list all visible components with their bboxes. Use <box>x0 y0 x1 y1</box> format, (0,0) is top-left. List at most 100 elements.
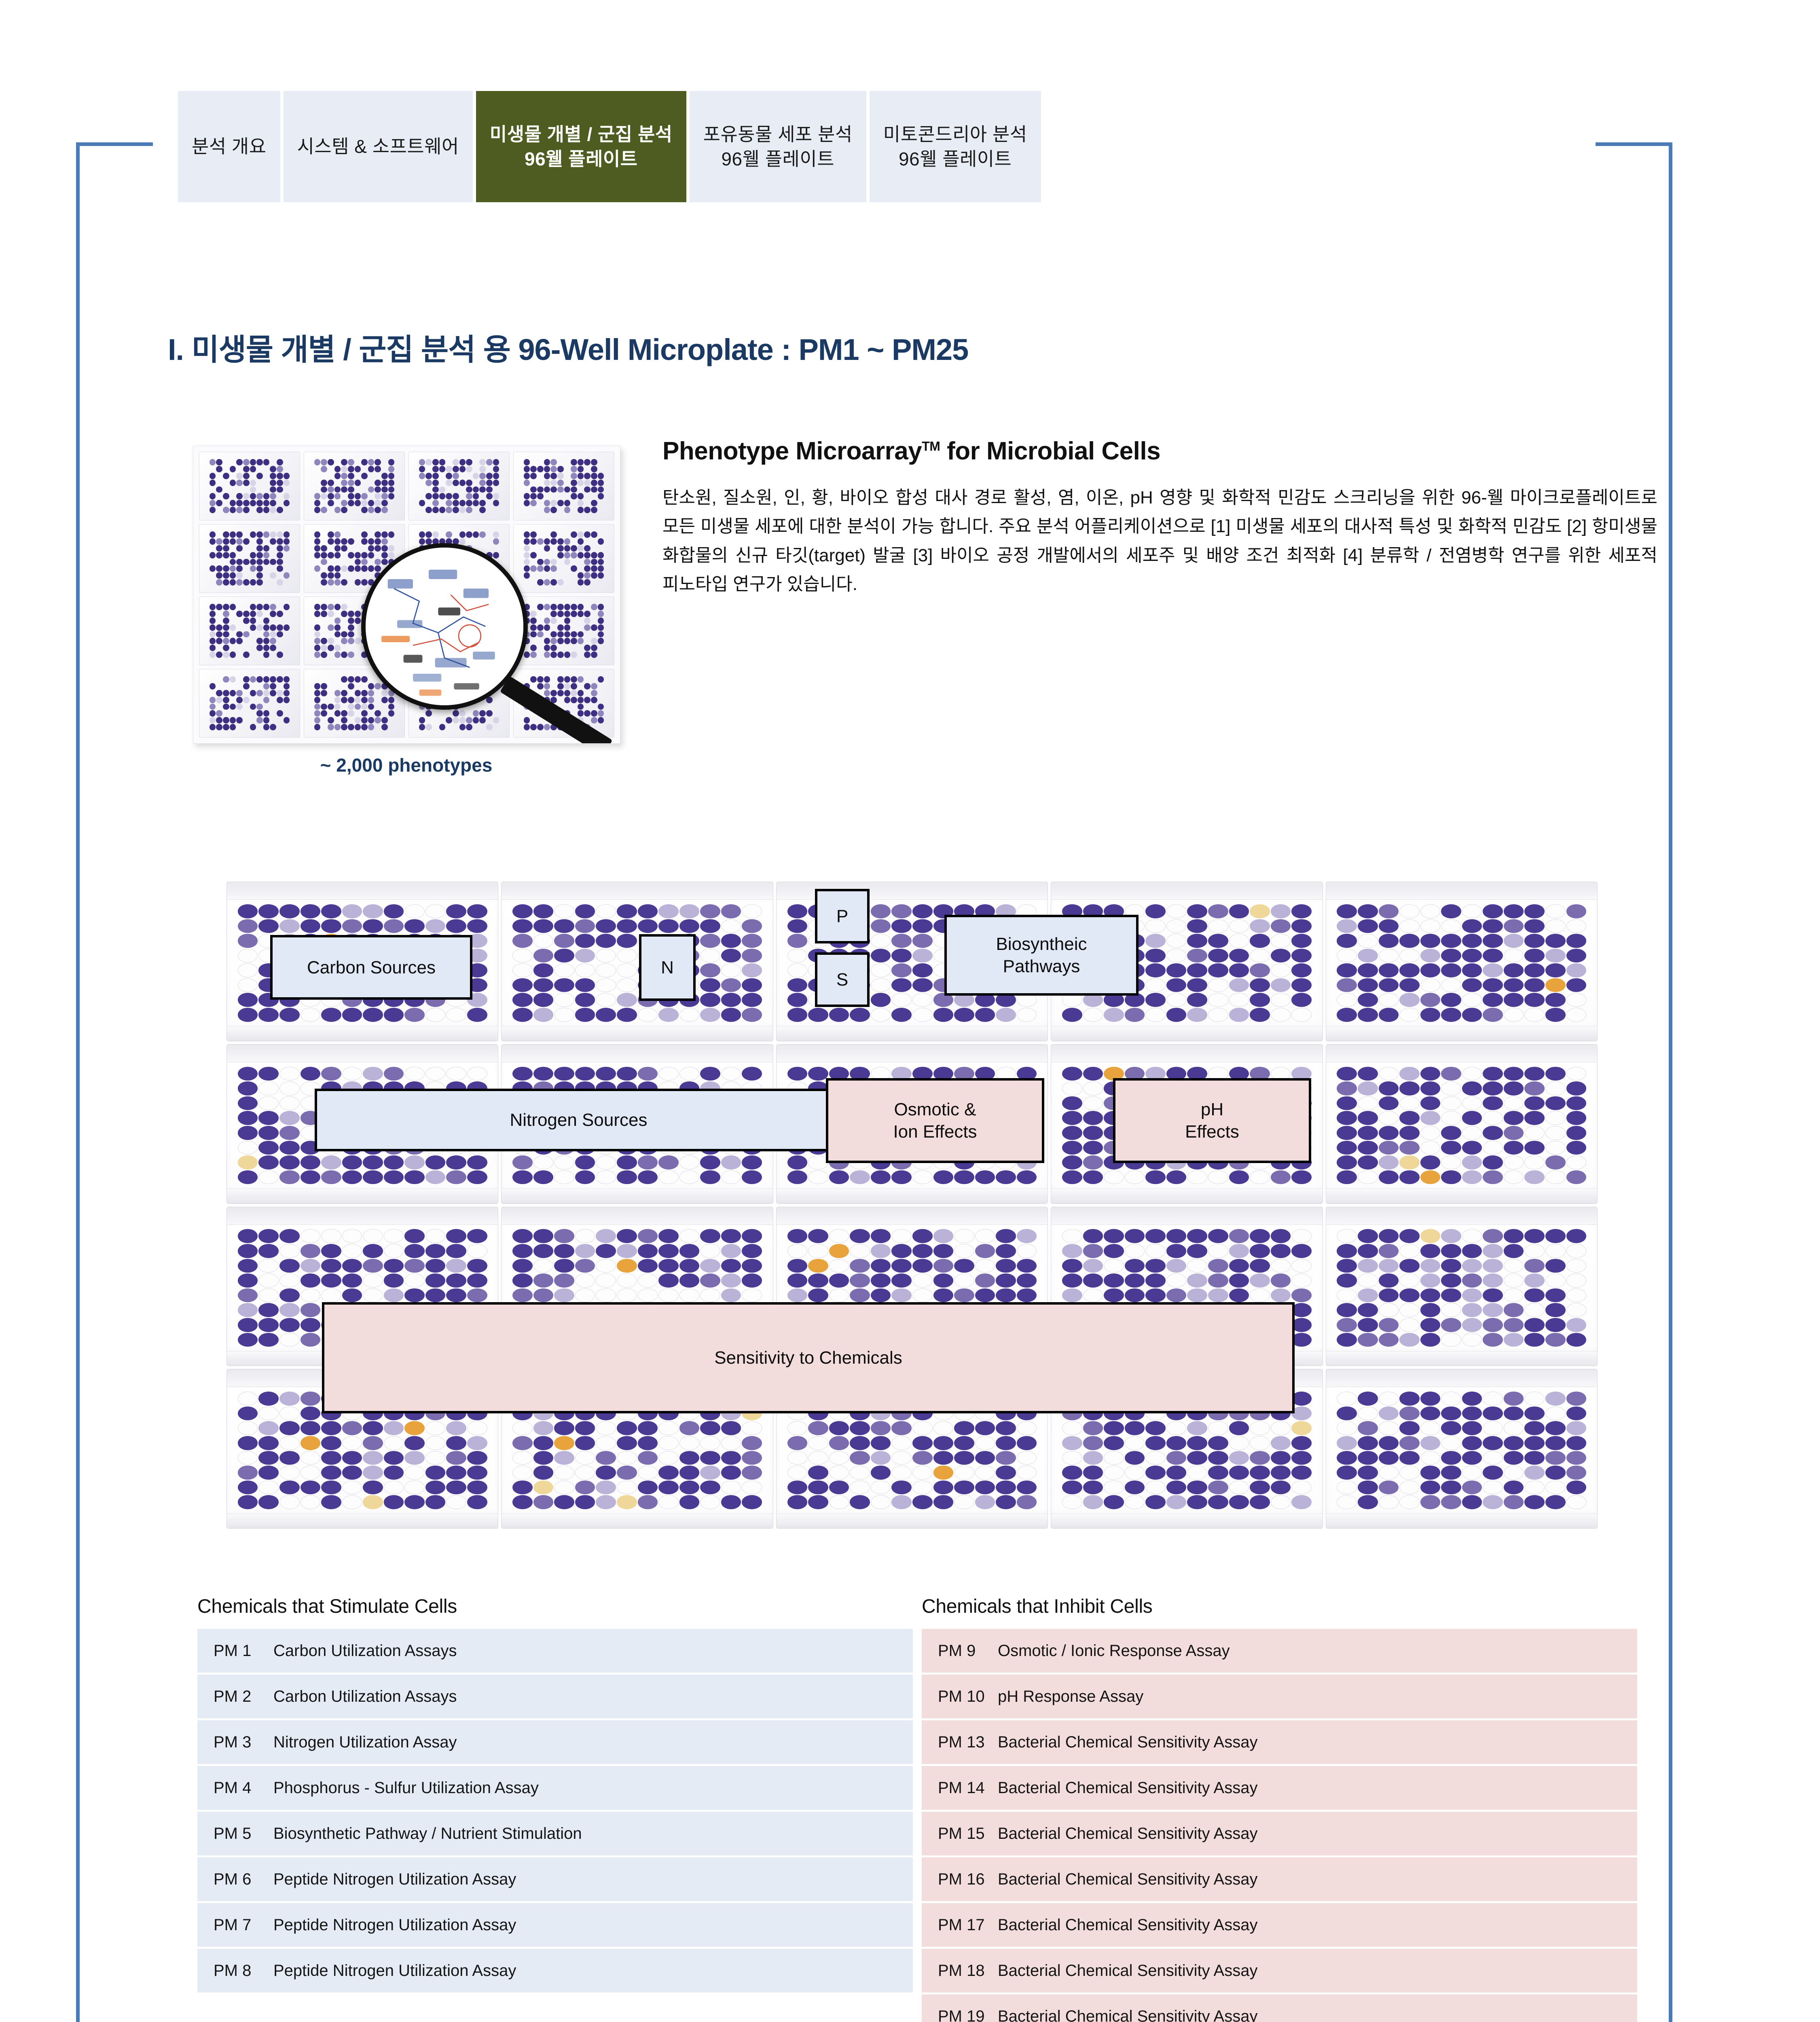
well <box>700 1008 720 1022</box>
well <box>486 493 493 500</box>
well <box>1441 1081 1461 1096</box>
well <box>550 610 557 617</box>
table-row: PM 17 Bacterial Chemical Sensitivity Assa… <box>922 1903 1637 1947</box>
well <box>236 545 243 552</box>
well <box>550 565 557 572</box>
well <box>258 1495 279 1509</box>
callout-carbon-sources: Carbon Sources <box>270 935 472 1000</box>
well <box>1291 1392 1312 1406</box>
well <box>348 604 354 610</box>
well <box>314 618 321 624</box>
well <box>321 638 328 645</box>
well <box>530 645 537 651</box>
well <box>577 638 584 645</box>
callout-label: pH Effects <box>1185 1098 1239 1143</box>
well <box>1166 993 1187 1007</box>
well <box>1337 1288 1357 1303</box>
well <box>533 1288 554 1303</box>
tab-system-software[interactable]: 시스템 & 소프트웨어 <box>283 91 473 202</box>
well <box>1503 919 1524 933</box>
tab-microbial-cell-analysis[interactable]: 미생물 개별 / 군집 분석 96웰 플레이트 <box>476 91 686 202</box>
well <box>996 1258 1016 1273</box>
well <box>721 1258 741 1273</box>
tab-mammalian-cell-analysis[interactable]: 포유동물 세포 분석 96웰 플레이트 <box>689 91 866 202</box>
well <box>1420 1229 1441 1244</box>
well <box>575 1421 595 1435</box>
well <box>472 486 479 493</box>
well <box>1250 1495 1270 1509</box>
tab-mitochondria-analysis[interactable]: 미토콘드리아 분석 96웰 플레이트 <box>869 91 1041 202</box>
well <box>1566 1303 1587 1317</box>
well <box>223 617 229 624</box>
well <box>1524 1495 1545 1509</box>
well <box>237 948 258 963</box>
well <box>439 500 446 506</box>
well <box>256 486 263 493</box>
well <box>787 1066 808 1081</box>
well <box>571 479 577 486</box>
well <box>584 610 590 617</box>
intro-body-text: 탄소원, 질소원, 인, 황, 바이오 합성 대사 경로 활성, 염, 이온, … <box>662 488 1657 594</box>
well <box>493 486 499 493</box>
well <box>617 993 637 1007</box>
well <box>1420 1421 1441 1435</box>
well <box>321 465 328 472</box>
well <box>1420 1008 1441 1022</box>
well <box>564 545 571 552</box>
well <box>1208 978 1228 992</box>
well <box>1399 1140 1420 1155</box>
well <box>341 500 347 507</box>
well <box>404 919 425 933</box>
well <box>270 500 276 507</box>
well <box>230 486 236 493</box>
well <box>354 676 361 683</box>
well <box>954 1170 974 1184</box>
well <box>258 1273 279 1288</box>
well <box>223 507 229 514</box>
well <box>617 963 637 977</box>
well <box>544 624 550 631</box>
well <box>467 1421 487 1435</box>
well <box>530 579 537 586</box>
well <box>1524 1111 1545 1125</box>
well <box>1016 1258 1037 1273</box>
well <box>537 611 544 617</box>
well <box>590 683 597 690</box>
well <box>1378 1008 1399 1022</box>
well <box>363 1480 383 1495</box>
well <box>279 919 300 933</box>
well <box>459 531 466 538</box>
well <box>537 465 544 472</box>
well <box>912 1229 933 1244</box>
well <box>1399 1495 1420 1509</box>
well <box>1291 1406 1312 1421</box>
well <box>512 1436 533 1450</box>
well <box>276 472 283 479</box>
well <box>679 1258 700 1273</box>
well <box>328 710 334 717</box>
well <box>1229 993 1249 1007</box>
well <box>996 1229 1016 1244</box>
well <box>596 1066 616 1081</box>
tab-label-line1: 분석 개요 <box>192 136 267 157</box>
well <box>1524 993 1545 1007</box>
well <box>334 651 341 658</box>
well <box>210 579 216 586</box>
well <box>575 1451 595 1465</box>
well <box>1483 1008 1503 1022</box>
well <box>584 645 590 651</box>
well <box>472 500 479 507</box>
tab-analysis-overview[interactable]: 분석 개요 <box>178 91 280 202</box>
well <box>216 603 223 610</box>
well <box>1378 978 1399 992</box>
well <box>571 545 577 552</box>
well <box>1483 1332 1503 1347</box>
well <box>276 610 283 617</box>
well <box>912 1436 933 1450</box>
well <box>368 507 375 514</box>
well <box>279 1229 300 1244</box>
well <box>933 1436 954 1450</box>
well <box>342 1170 362 1184</box>
well <box>850 1466 870 1480</box>
well <box>354 617 361 624</box>
